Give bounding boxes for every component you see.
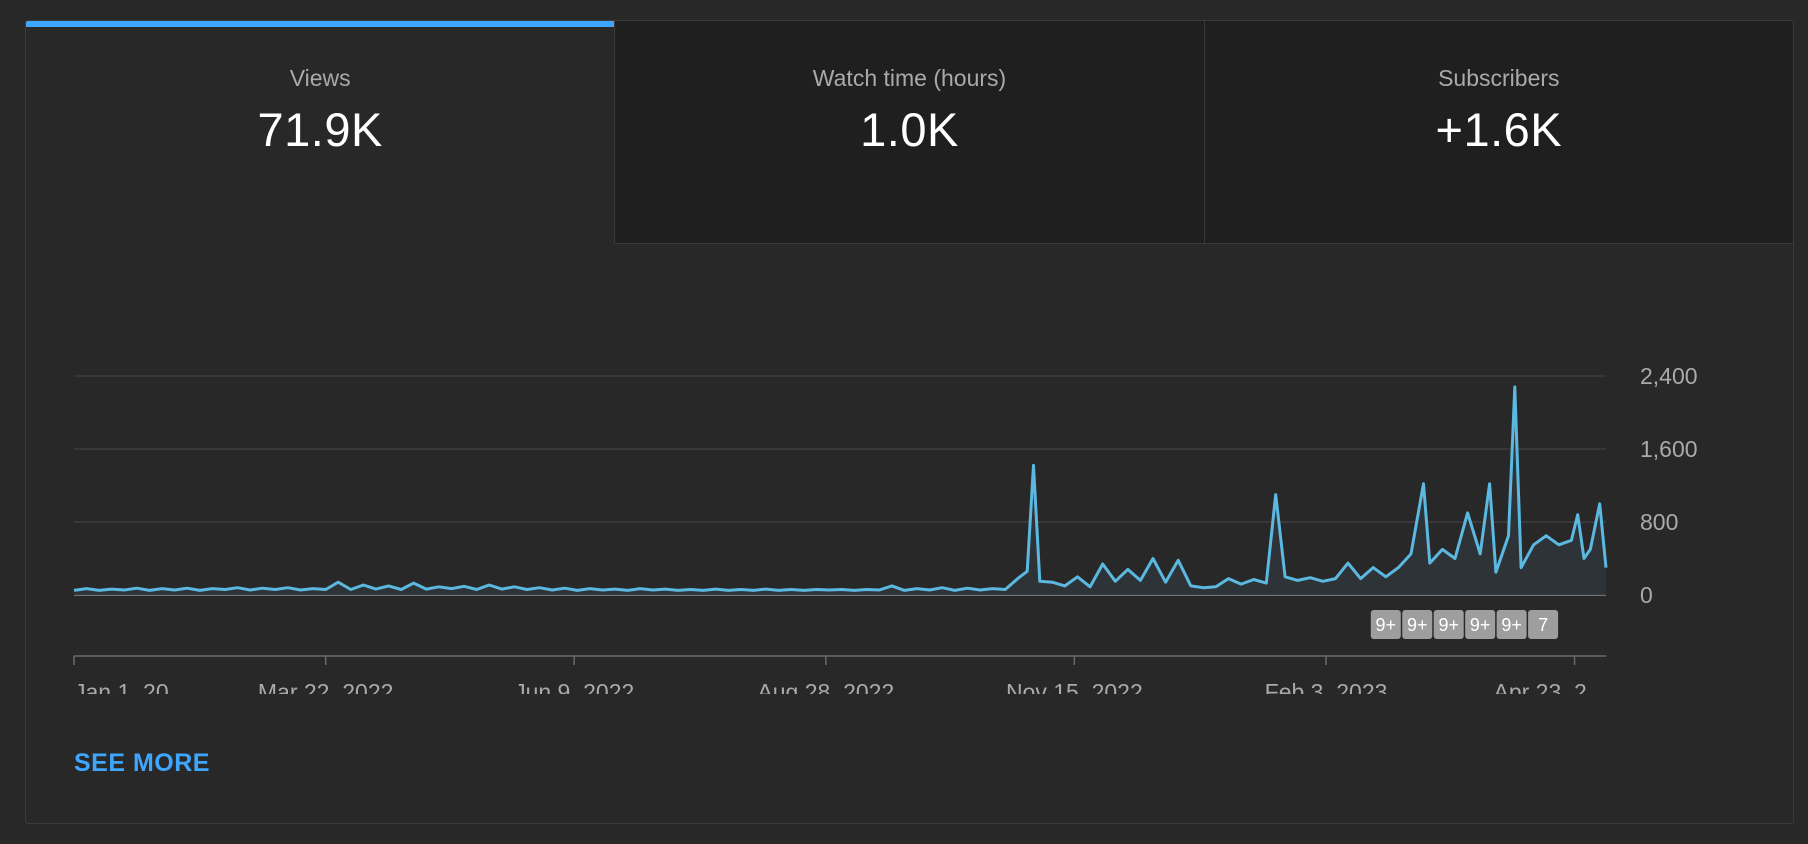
metric-tabs: Views 71.9K Watch time (hours) 1.0K Subs… bbox=[26, 21, 1793, 244]
subscribers-value: +1.6K bbox=[1435, 103, 1563, 156]
marker-badge-label: 9+ bbox=[1501, 615, 1522, 635]
see-more-button[interactable]: SEE MORE bbox=[74, 749, 210, 777]
y-tick-label: 0 bbox=[1640, 582, 1653, 608]
marker-badge-label: 7 bbox=[1538, 615, 1548, 635]
tab-subscribers[interactable]: Subscribers +1.6K bbox=[1203, 21, 1793, 244]
views-chart[interactable]: 0 800 1,600 2,400 9+ 9+ 9+ 9+ 9+ 7 Jan 1, 20... Mar… bbox=[26, 244, 1794, 694]
views-line[interactable] bbox=[73, 385, 1608, 592]
x-tick-label: Jan 1, 20... bbox=[74, 679, 188, 694]
watch-time-label: Watch time (hours) bbox=[812, 65, 1007, 91]
marker-badge[interactable] bbox=[1370, 610, 1401, 639]
marker-badge-label: 9+ bbox=[1407, 615, 1428, 635]
marker-badge[interactable] bbox=[1465, 610, 1496, 639]
marker-badge[interactable] bbox=[1402, 610, 1433, 639]
x-tick-label: Apr 23, 2... bbox=[1493, 679, 1606, 694]
y-tick-label: 2,400 bbox=[1640, 363, 1698, 389]
x-tick-label: Mar 22, 2022 bbox=[258, 679, 394, 694]
marker-badge-label: 9+ bbox=[1470, 615, 1491, 635]
x-tick-label: Nov 15, 2022 bbox=[1006, 679, 1143, 694]
x-tick-label: Jun 9, 2022 bbox=[514, 679, 634, 694]
views-label: Views bbox=[289, 65, 351, 91]
marker-badge-label: 9+ bbox=[1438, 615, 1459, 635]
marker-badge[interactable] bbox=[1528, 610, 1559, 639]
y-tick-label: 800 bbox=[1640, 509, 1678, 535]
x-tick-label: Aug 28, 2022 bbox=[757, 679, 894, 694]
subscribers-label: Subscribers bbox=[1438, 65, 1560, 91]
views-area bbox=[74, 387, 1606, 595]
marker-badge[interactable] bbox=[1433, 610, 1464, 639]
tab-watch-time[interactable]: Watch time (hours) 1.0K bbox=[614, 21, 1204, 244]
marker-badge-label: 9+ bbox=[1376, 615, 1397, 635]
watch-time-value: 1.0K bbox=[860, 103, 959, 156]
analytics-card: Views 71.9K Watch time (hours) 1.0K Subs… bbox=[25, 20, 1794, 824]
active-tab-indicator bbox=[26, 21, 615, 27]
x-tick-label: Feb 3, 2023 bbox=[1265, 679, 1388, 694]
views-value: 71.9K bbox=[257, 103, 383, 156]
y-tick-label: 1,600 bbox=[1640, 436, 1698, 462]
tab-views[interactable]: Views 71.9K bbox=[26, 21, 615, 244]
marker-badge[interactable] bbox=[1496, 610, 1527, 639]
